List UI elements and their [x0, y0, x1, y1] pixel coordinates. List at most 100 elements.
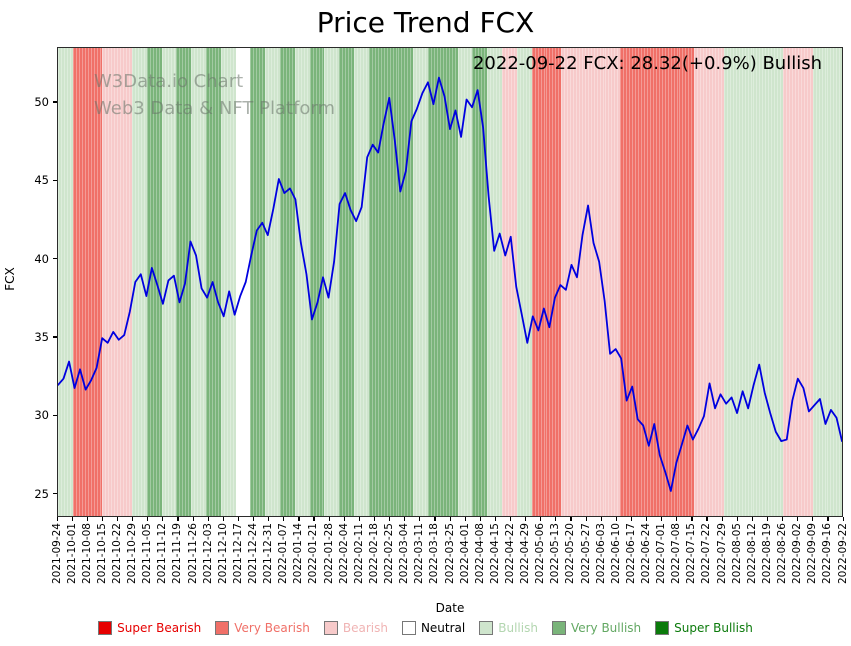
x-tick-label: 2021-10-29	[126, 523, 139, 585]
x-tick-label: 2022-07-08	[670, 523, 683, 585]
sentiment-band-2022-02-11	[353, 48, 369, 516]
legend-item: Neutral	[401, 621, 466, 635]
legend-label: Very Bullish	[570, 621, 642, 635]
legend-swatch	[551, 621, 566, 635]
x-tick-mark	[494, 517, 497, 521]
sentiment-band-2022-03-04	[398, 48, 414, 516]
sentiment-band-2022-06-10	[605, 48, 621, 516]
sentiment-band-2022-09-16	[812, 48, 828, 516]
legend: Super Bearish Very Bearish Bearish Neutral B…	[0, 621, 851, 635]
x-tick-mark	[86, 517, 88, 521]
legend-swatch	[655, 621, 670, 635]
x-tick-label: 2022-05-20	[564, 523, 577, 585]
sentiment-band-2022-01-07	[279, 48, 295, 516]
x-tick-mark	[298, 517, 300, 521]
x-tick-mark	[479, 517, 481, 521]
x-tick-mark	[449, 517, 451, 521]
x-axis-label: Date	[435, 601, 465, 615]
sentiment-band-2022-09-09	[797, 48, 813, 516]
sentiment-band-2021-12-31	[265, 48, 280, 516]
x-tick-label: 2021-10-15	[95, 523, 108, 585]
x-tick-mark	[766, 517, 769, 521]
x-tick-label: 2021-10-08	[80, 523, 93, 585]
x-tick-mark	[268, 517, 270, 521]
x-tick-label: 2021-11-12	[156, 523, 169, 585]
sentiment-band-2022-03-25	[442, 48, 458, 516]
x-tick-label: 2021-10-22	[110, 523, 123, 585]
sentiment-band-2022-09-02	[783, 48, 798, 516]
x-tick-mark	[600, 517, 602, 521]
sentiment-band-2021-11-12	[161, 48, 177, 516]
x-tick-label: 2022-01-07	[277, 523, 290, 585]
x-tick-label: 2022-05-06	[534, 523, 547, 585]
x-tick-label: 2022-08-26	[776, 523, 789, 585]
sentiment-band-2021-11-26	[191, 48, 206, 516]
sentiment-band-2022-04-15	[487, 48, 502, 516]
sentiment-band-2021-11-19	[176, 48, 192, 516]
legend-item: Very Bearish	[215, 621, 310, 635]
sentiment-band-2022-03-11	[413, 48, 428, 516]
x-tick-mark	[283, 517, 285, 521]
x-tick-label: 2021-11-05	[141, 523, 154, 585]
x-tick-label: 2022-04-08	[473, 523, 486, 585]
sentiment-band-2022-07-15	[679, 48, 695, 516]
sentiment-band-2022-01-14	[294, 48, 310, 516]
x-tick-mark	[177, 517, 179, 521]
x-tick-mark	[812, 517, 814, 521]
x-tick-mark	[676, 517, 678, 521]
legend-swatch	[401, 621, 416, 635]
x-tick-mark	[721, 517, 723, 521]
x-tick-label: 2021-12-31	[262, 523, 275, 585]
legend-label: Bearish	[342, 621, 388, 635]
legend-item: Super Bullish	[655, 621, 753, 635]
sentiment-band-2022-09-22	[827, 48, 843, 516]
x-tick-label: 2022-04-01	[458, 523, 471, 585]
sentiment-band-2021-12-10	[220, 48, 236, 516]
y-tick-label: 50	[34, 94, 49, 109]
legend-label: Super Bearish	[117, 621, 202, 635]
sentiment-band-2022-08-26	[768, 48, 784, 516]
x-tick-mark	[434, 517, 436, 521]
x-tick-mark	[736, 517, 738, 521]
x-tick-label: 2022-01-21	[307, 523, 320, 585]
x-tick-mark	[509, 517, 512, 521]
x-tick-mark	[343, 517, 345, 521]
sentiment-band-2022-07-22	[694, 48, 710, 516]
legend-swatch	[323, 621, 338, 635]
x-tick-label: 2021-12-10	[216, 523, 229, 585]
y-tick-mark	[53, 493, 57, 495]
legend-label: Very Bearish	[234, 621, 310, 635]
x-tick-label: 2022-09-09	[806, 523, 819, 585]
x-tick-mark	[147, 517, 149, 521]
x-tick-mark	[661, 517, 663, 521]
sentiment-band-2021-10-01	[72, 48, 88, 516]
x-tick-mark	[222, 517, 224, 521]
x-tick-mark	[389, 517, 391, 521]
x-tick-label: 2022-09-16	[821, 523, 834, 585]
x-tick-mark	[132, 517, 134, 521]
sentiment-band-2022-06-03	[590, 48, 606, 516]
x-tick-mark	[525, 517, 527, 521]
sentiment-band-2021-12-17	[235, 48, 251, 516]
x-tick-mark	[842, 517, 844, 521]
x-tick-label: 2022-06-10	[609, 523, 622, 585]
x-tick-label: 2022-09-22	[836, 523, 849, 585]
legend-label: Neutral	[420, 621, 466, 635]
x-tick-label: 2022-06-03	[594, 523, 607, 585]
x-tick-mark	[373, 517, 376, 521]
sentiment-band-2022-05-27	[575, 48, 591, 516]
x-tick-label: 2021-12-03	[201, 523, 214, 585]
x-tick-mark	[570, 517, 572, 521]
x-tick-label: 2022-03-18	[428, 523, 441, 585]
x-tick-mark	[691, 517, 693, 521]
sentiment-band-2022-04-22	[501, 48, 517, 516]
sentiment-band-2022-05-06	[531, 48, 547, 516]
x-tick-mark	[101, 517, 104, 521]
latest-price-annotation: 2022-09-22 FCX: 28.32(+0.9%) Bullish	[472, 53, 822, 74]
x-tick-mark	[782, 517, 784, 521]
sentiment-band-2021-10-08	[87, 48, 103, 516]
sentiment-band-2021-11-05	[146, 48, 162, 516]
y-tick-mark	[53, 336, 57, 338]
x-tick-label: 2022-02-25	[383, 523, 396, 585]
x-tick-mark	[71, 517, 73, 521]
